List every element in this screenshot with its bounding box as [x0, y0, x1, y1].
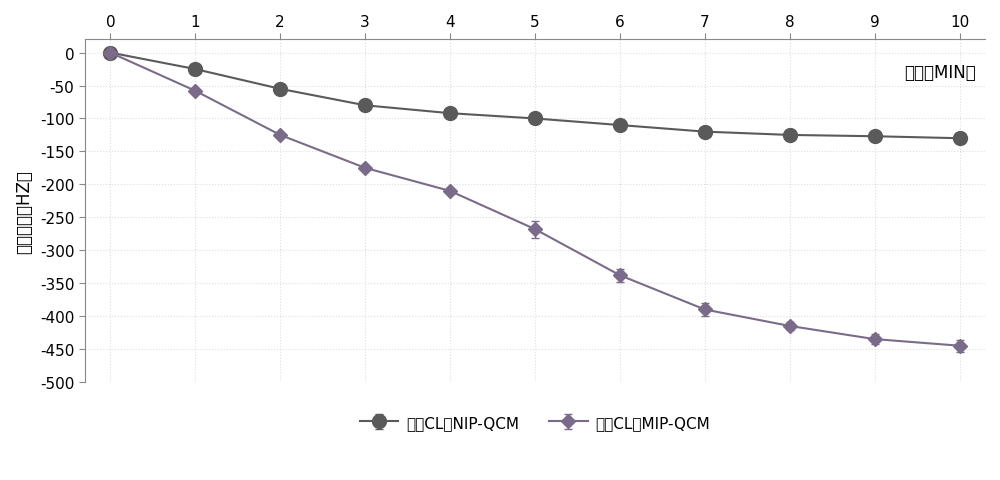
- Text: 时间（MIN）: 时间（MIN）: [904, 64, 976, 82]
- Legend: 基于CL的NIP-QCM, 基于CL的MIP-QCM: 基于CL的NIP-QCM, 基于CL的MIP-QCM: [354, 409, 716, 436]
- Y-axis label: 频率变化（HZ）: 频率变化（HZ）: [15, 169, 33, 253]
